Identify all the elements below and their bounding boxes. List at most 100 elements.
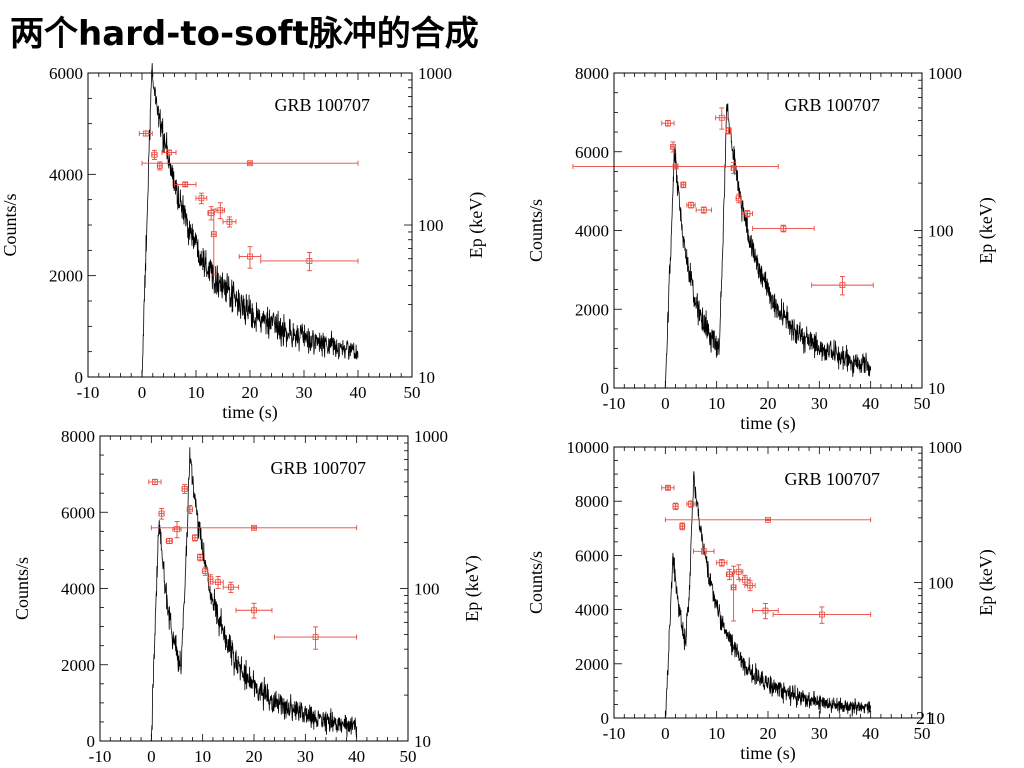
y2-tick-label: 1000 (928, 438, 962, 457)
ep-point (716, 558, 728, 567)
y2-tick-label: 100 (414, 580, 440, 599)
ep-point (744, 580, 756, 592)
ep-point (686, 500, 696, 508)
x-tick-label: 40 (348, 747, 365, 766)
y2-tick-label: 10 (418, 368, 435, 387)
x-tick-label: -10 (77, 383, 100, 402)
x-tick-label: 40 (350, 383, 367, 402)
ep-point (734, 564, 744, 581)
ep-point (151, 149, 158, 160)
ep-point (715, 107, 729, 130)
ep-point (181, 484, 188, 494)
y-tick-label: 4000 (575, 222, 609, 241)
ep-point (811, 276, 874, 296)
x-tick-label: -10 (89, 747, 112, 766)
y-axis-label: Counts/s (526, 551, 546, 614)
ep-point (670, 141, 676, 153)
y-tick-label: 4000 (49, 165, 83, 184)
y-tick-label: 2000 (575, 655, 609, 674)
page-number: 21 (916, 708, 934, 728)
y2-tick-label: 1000 (928, 64, 962, 83)
x-tick-label: -10 (603, 394, 626, 413)
x-tick-label: 30 (297, 747, 314, 766)
y-tick-label: 8000 (61, 427, 95, 446)
ep-point (222, 581, 240, 594)
light-curve-line (150, 447, 358, 741)
y-tick-label: 0 (75, 368, 84, 387)
chart-title: GRB 100707 (784, 95, 880, 115)
ep-point (238, 246, 262, 269)
ep-point (572, 163, 779, 170)
x-axis-label: time (s) (740, 743, 796, 764)
y2-tick-label: 100 (418, 216, 444, 235)
x-tick-label: 20 (246, 747, 263, 766)
y-tick-label: 6000 (61, 503, 95, 522)
y-tick-label: 2000 (61, 656, 95, 675)
ep-point (235, 602, 273, 619)
y2-tick-label: 100 (928, 222, 954, 241)
ep-point (148, 478, 162, 486)
ep-point (735, 193, 742, 204)
y-tick-label: 4000 (575, 601, 609, 620)
ep-point (679, 522, 686, 531)
ep-point (207, 206, 215, 221)
ep-point (161, 149, 177, 156)
y2-axis-label: Ep (keV) (976, 197, 997, 263)
x-tick-label: 30 (811, 724, 828, 743)
x-tick-label: 0 (147, 747, 156, 766)
y2-tick-label: 10 (928, 709, 945, 728)
y-tick-label: 6000 (575, 546, 609, 565)
ep-point (165, 537, 173, 545)
ep-point (138, 130, 153, 137)
ep-point (752, 603, 779, 620)
ep-point (260, 251, 359, 272)
ep-point (191, 534, 198, 542)
x-tick-label: 30 (296, 383, 313, 402)
ep-point (686, 201, 696, 209)
ep-point (741, 210, 754, 218)
ep-point (215, 202, 226, 220)
x-tick-label: 10 (188, 383, 205, 402)
y2-axis-label: Ep (keV) (976, 549, 997, 615)
ep-point (186, 505, 193, 515)
ep-point (173, 181, 197, 188)
x-tick-label: 30 (811, 394, 828, 413)
ep-point (672, 502, 679, 511)
ep-point (695, 206, 712, 214)
ep-point (274, 626, 358, 650)
y-axis-label: Counts/s (0, 193, 20, 256)
y-axis-label: Counts/s (12, 557, 32, 620)
ep-point (772, 606, 872, 624)
y-tick-label: 0 (601, 379, 610, 398)
ep-point (661, 484, 675, 491)
ep-point (725, 568, 734, 581)
y2-axis-label: Ep (keV) (462, 555, 483, 621)
x-tick-label: -10 (603, 724, 626, 743)
y2-tick-label: 10 (928, 379, 945, 398)
x-tick-label: 0 (661, 724, 670, 743)
x-tick-label: 50 (914, 394, 931, 413)
ep-point (752, 224, 815, 233)
chart-title: GRB 100707 (270, 458, 366, 478)
y-tick-label: 0 (87, 732, 96, 751)
ep-point (725, 127, 732, 135)
ep-point (150, 524, 358, 531)
y-tick-label: 6000 (575, 143, 609, 162)
light-curve-line (141, 63, 359, 377)
x-tick-label: 10 (708, 394, 725, 413)
ep-point (197, 553, 204, 562)
y2-tick-label: 1000 (418, 64, 452, 83)
y-tick-label: 0 (601, 709, 610, 728)
x-tick-label: 40 (862, 394, 879, 413)
x-tick-label: 40 (862, 724, 879, 743)
ep-point (156, 161, 163, 171)
ep-point (158, 507, 165, 520)
y-tick-label: 2000 (49, 267, 83, 286)
ep-point (664, 516, 872, 523)
light-curve-line (664, 471, 872, 719)
x-tick-label: 20 (242, 383, 259, 402)
ep-point (222, 216, 237, 228)
